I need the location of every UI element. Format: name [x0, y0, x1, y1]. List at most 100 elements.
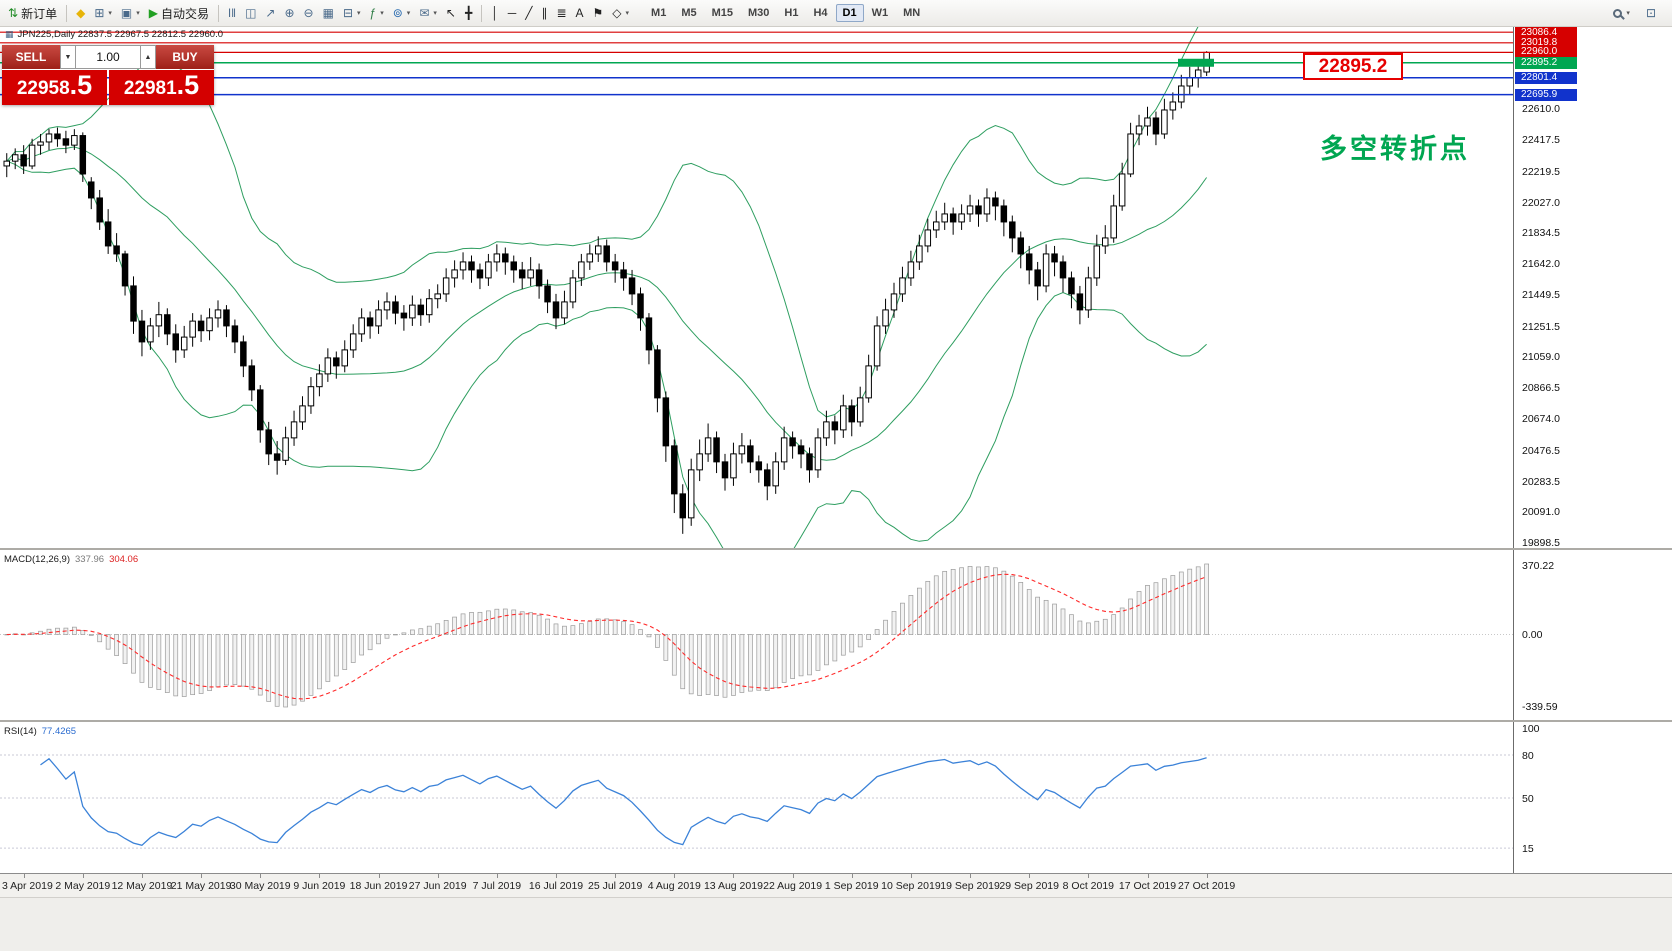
price-tick-label: 22219.5 — [1522, 165, 1560, 178]
sell-price-main: 22958 — [16, 78, 70, 99]
new-order-button-label: 新订单 — [21, 6, 58, 21]
zoom-out-button[interactable]: ⊖ — [300, 5, 318, 21]
macd-main-value: 337.96 — [75, 554, 105, 565]
timeframe-H1[interactable]: H1 — [784, 7, 799, 19]
sell-button[interactable]: SELL — [2, 45, 60, 69]
trendline-button[interactable]: ╱ — [521, 5, 536, 21]
sell-price[interactable]: 22958.5 — [2, 70, 107, 105]
new-chart-button[interactable]: ⊞ ▾ — [90, 5, 116, 21]
toolbar-right-group: ▾ ⊡ — [1609, 5, 1668, 21]
zoom-in-icon: ⊕ — [284, 6, 295, 20]
algo-trading-button[interactable]: ▶ 自动交易 — [145, 3, 213, 24]
price-chart[interactable] — [0, 27, 1513, 549]
volume-stepper-icon[interactable]: ▲ — [140, 45, 156, 69]
tile-windows-icon: ▦ — [322, 6, 334, 20]
toolbar-separator — [481, 4, 483, 22]
line-chart-button[interactable]: ↗ — [261, 5, 279, 21]
fibonacci-icon: ≣ — [556, 6, 567, 20]
timeframe-M5[interactable]: M5 — [681, 7, 697, 19]
text-button[interactable]: A — [572, 5, 588, 21]
time-axis[interactable]: 3 Apr 2019 2 May 2019 12 May 2019 21 May 20… — [0, 873, 1672, 897]
time-tick — [23, 874, 25, 878]
rsi-panel[interactable] — [0, 722, 1513, 873]
price-tick-label: 22027.0 — [1522, 196, 1560, 209]
tile-windows-button[interactable]: ▦ — [319, 5, 338, 21]
macd-panel[interactable] — [0, 550, 1513, 721]
bar-chart-button[interactable]: ǀǁ — [224, 5, 240, 21]
search-button[interactable]: ▾ — [1609, 7, 1634, 20]
dropdown-caret-icon: ▾ — [357, 10, 361, 17]
date-label: 4 Aug 2019 — [647, 880, 701, 892]
status-strip — [0, 897, 1672, 951]
timeframe-M15[interactable]: M15 — [711, 7, 733, 19]
rsi-value: 77.4265 — [41, 726, 77, 737]
date-label: 10 Sep 2019 — [881, 880, 941, 892]
panel-splitter[interactable] — [0, 720, 1672, 722]
new-order-icon: ⇅ — [8, 6, 19, 20]
crosshair-icon: ╋ — [464, 6, 473, 20]
globe-icon: ⊚ — [392, 6, 403, 20]
buy-button[interactable]: BUY — [156, 45, 214, 69]
timeframe-D1[interactable]: D1 — [835, 4, 864, 22]
arrange-button[interactable]: ⊟ ▾ — [339, 5, 365, 21]
price-level-label: 23086.4 — [1515, 27, 1577, 39]
new-order-button[interactable]: ⇅ 新订单 — [4, 3, 61, 24]
mql5-community-button[interactable]: ◆ — [72, 5, 89, 21]
cursor-button[interactable]: ↖ — [442, 5, 460, 21]
volume-dropdown-icon[interactable]: ▼ — [60, 45, 76, 69]
price-tick-label: 22417.5 — [1522, 134, 1560, 147]
timeframe-M30[interactable]: M30 — [748, 7, 770, 19]
templates-button[interactable]: ✉ ▾ — [415, 5, 441, 21]
price-axis[interactable]: 22610.0 22417.5 22219.5 22027.0 21834.5 21642… — [1513, 27, 1672, 873]
timeframe-MN[interactable]: MN — [903, 7, 921, 19]
buy-price[interactable]: 22981.5 — [109, 70, 214, 105]
channel-button[interactable]: ∥ — [537, 5, 551, 21]
date-label: 29 Sep 2019 — [999, 880, 1059, 892]
horizontal-line-button[interactable]: ─ — [504, 5, 521, 21]
macd-signal-value: 304.06 — [109, 554, 139, 565]
indicators-icon: ƒ — [369, 6, 377, 20]
toolbar-separator — [218, 4, 219, 22]
volume-input[interactable]: 1.00 — [76, 45, 140, 69]
timeframe-W1[interactable]: W1 — [871, 7, 889, 19]
timeframe-M1[interactable]: M1 — [651, 7, 667, 19]
search-icon — [1613, 8, 1623, 18]
turning-point-annotation[interactable]: 多空转折点 — [1320, 134, 1470, 164]
time-tick — [556, 874, 557, 878]
dropdown-caret-icon: ▾ — [136, 10, 140, 17]
price-tick-label: 21834.5 — [1522, 227, 1560, 240]
price-tick-label: 22610.0 — [1522, 103, 1560, 116]
macd-label: MACD(12,26,9) — [4, 554, 70, 565]
panel-splitter[interactable] — [0, 548, 1672, 550]
time-tick — [496, 874, 498, 878]
date-label: 19 Sep 2019 — [940, 880, 1000, 892]
timeframe-H4[interactable]: H4 — [813, 7, 828, 19]
zoom-in-button[interactable]: ⊕ — [280, 5, 298, 21]
price-annotation-box[interactable]: 22895.2 — [1303, 53, 1403, 80]
rsi-header: RSI(14) 77.4265 — [4, 726, 76, 737]
macd-header: MACD(12,26,9) 337.96 304.06 — [4, 554, 138, 565]
label-button[interactable]: ⚑ — [589, 5, 608, 21]
crosshair-button[interactable]: ╋ — [461, 5, 476, 21]
objects-button[interactable]: ⊚ ▾ — [389, 5, 415, 21]
time-tick — [792, 874, 794, 878]
horizontal-line-icon: ─ — [507, 6, 517, 20]
price-tick-label: 21449.5 — [1522, 288, 1560, 301]
price-level-label: 23019.8 — [1515, 36, 1577, 49]
rsi-axis-label: 50 — [1522, 793, 1534, 805]
shapes-button[interactable]: ◇ ▾ — [608, 5, 633, 21]
time-tick — [910, 874, 912, 878]
fibonacci-button[interactable]: ≣ — [552, 5, 570, 21]
price-tick-label: 20674.0 — [1522, 413, 1560, 426]
price-level-label: 22960.0 — [1515, 46, 1577, 59]
date-label: 22 Aug 2019 — [763, 880, 823, 892]
rsi-axis-label: 80 — [1522, 750, 1534, 762]
date-label: 27 Jun 2019 — [408, 880, 467, 892]
dropdown-caret-icon: ▾ — [625, 10, 630, 17]
profiles-button[interactable]: ▣ ▾ — [117, 5, 144, 21]
indicators-button[interactable]: ƒ ▾ — [366, 5, 388, 21]
vertical-line-button[interactable]: │ — [487, 5, 503, 21]
candle-chart-button[interactable]: ◫ — [241, 5, 260, 21]
window-layout-button[interactable]: ⊡ — [1642, 5, 1660, 21]
macd-axis-label: 0.00 — [1522, 629, 1543, 642]
